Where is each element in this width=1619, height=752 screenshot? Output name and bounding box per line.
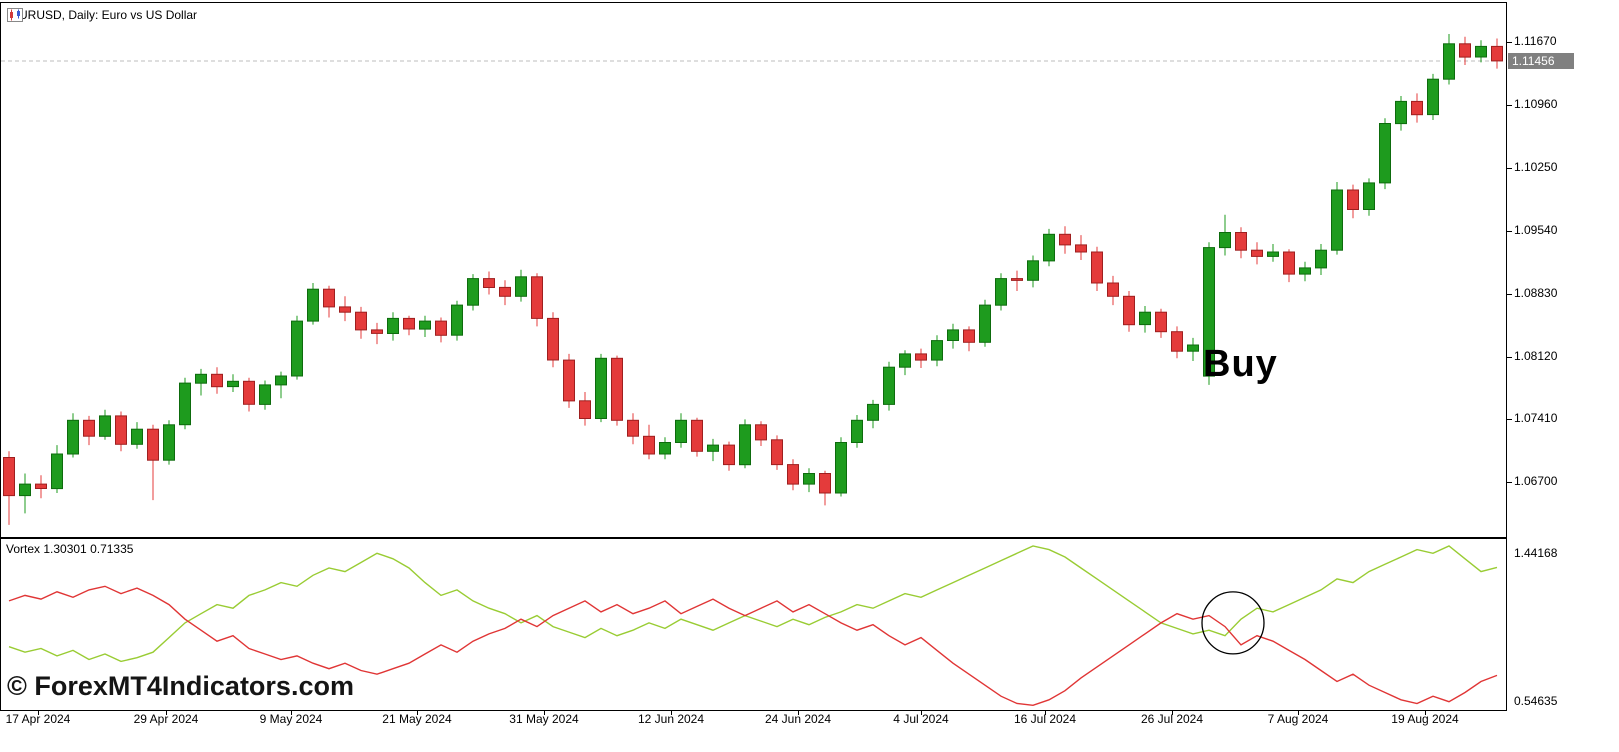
time-axis-label: 31 May 2024 [509, 712, 579, 726]
time-axis-tick [921, 711, 922, 715]
price-axis-label: 1.10250 [1514, 159, 1558, 174]
buy-signal-label: Buy [1203, 343, 1278, 385]
vi-plus-line [8, 545, 1498, 663]
time-axis-tick [417, 711, 418, 715]
chart-header: EURUSD, Daily: Euro vs US Dollar [7, 8, 197, 22]
time-axis-tick [1425, 711, 1426, 715]
vortex-indicator-pane: Vortex 1.30301 0.71335 © ForexMT4Indicat… [0, 538, 1507, 711]
time-axis-label: 16 Jul 2024 [1013, 712, 1077, 726]
price-axis-tick [1507, 42, 1512, 43]
time-axis-tick [166, 711, 167, 715]
price-axis-label: 1.08120 [1514, 348, 1558, 363]
time-axis-tick [798, 711, 799, 715]
price-axis-label: 1.11670 [1514, 34, 1557, 48]
time-axis-tick [1172, 711, 1173, 715]
time-axis-label: 4 Jul 2024 [893, 712, 949, 726]
time-axis-tick [1045, 711, 1046, 715]
watermark-text: © ForexMT4Indicators.com [7, 671, 354, 701]
price-axis-tick [1507, 293, 1512, 295]
time-axis-label: 19 Aug 2024 [1391, 712, 1459, 726]
time-axis-tick [38, 711, 39, 715]
main-chart-canvas[interactable] [1, 3, 1506, 537]
time-axis-label: 24 Jun 2024 [764, 712, 832, 726]
price-axis-label: 1.08830 [1514, 285, 1558, 300]
time-axis-label: 29 Apr 2024 [133, 712, 199, 726]
time-axis-tick [671, 711, 672, 715]
current-price-badge: 1.11456 [1508, 52, 1574, 69]
time-axis-label: 21 May 2024 [382, 712, 452, 726]
price-axis-tick [1507, 230, 1512, 232]
chart-title: EURUSD, Daily: Euro vs US Dollar [11, 8, 198, 22]
candlestick-chart-icon[interactable] [7, 8, 23, 22]
price-axis-label: 1.06700 [1514, 474, 1558, 489]
time-axis-label: 26 Jul 2024 [1140, 712, 1204, 726]
indicator-axis-max-label: 1.44168 [1514, 546, 1558, 560]
time-axis-label: 12 Jun 2024 [637, 712, 705, 726]
price-axis-label: 1.10960 [1514, 96, 1558, 111]
price-axis-label: 1.09540 [1514, 222, 1558, 237]
price-axis-tick [1507, 482, 1512, 484]
time-axis-tick [544, 711, 545, 715]
price-axis-tick [1507, 356, 1512, 358]
crossover-circle-annotation [1201, 591, 1265, 655]
price-axis-tick [1507, 104, 1512, 106]
price-axis-tick [1507, 167, 1512, 169]
vi-minus-line [8, 585, 1498, 707]
price-axis-tick [1507, 419, 1512, 421]
main-chart-pane: EURUSD, Daily: Euro vs US Dollar Buy [0, 2, 1507, 538]
vortex-indicator-canvas[interactable] [1, 539, 1506, 710]
time-axis-tick [1298, 711, 1299, 715]
candles-layer [3, 34, 1503, 525]
time-axis-label: 7 Aug 2024 [1267, 712, 1329, 726]
indicator-axis-min-label: 0.54635 [1514, 694, 1558, 708]
time-axis-label: 9 May 2024 [259, 712, 323, 726]
time-axis-tick [291, 711, 292, 715]
price-axis-label: 1.07410 [1514, 411, 1558, 426]
indicator-values-label: Vortex 1.30301 0.71335 [6, 542, 134, 556]
time-axis-label: 17 Apr 2024 [5, 712, 71, 726]
